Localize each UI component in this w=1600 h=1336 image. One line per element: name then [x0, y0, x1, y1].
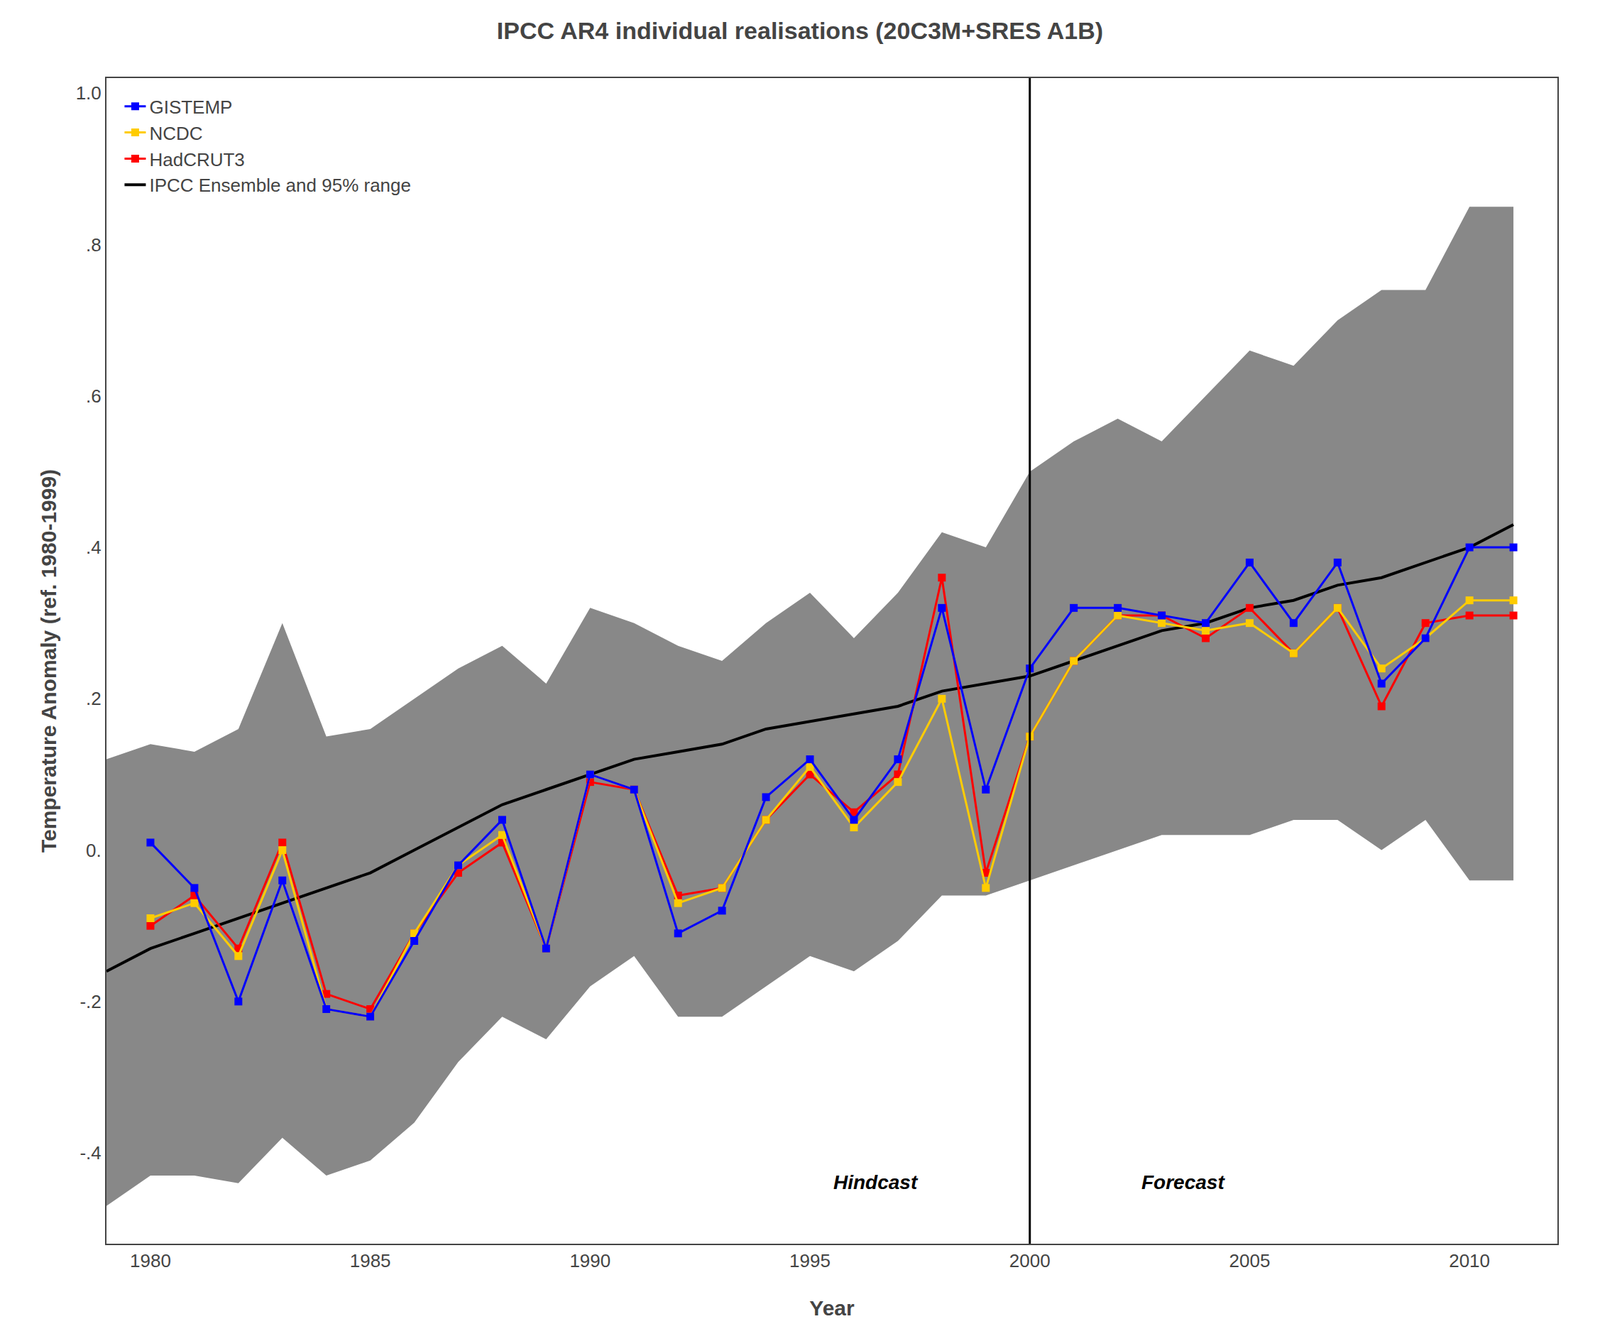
svg-text:NCDC: NCDC: [149, 122, 203, 145]
svg-text:IPCC Ensemble and 95% range: IPCC Ensemble and 95% range: [149, 174, 412, 196]
svg-text:1980: 1980: [129, 1250, 172, 1272]
svg-text:IPCC AR4 individual realisatio: IPCC AR4 individual realisations (20C3M+…: [496, 17, 1104, 45]
svg-text:.6: .6: [85, 385, 102, 407]
svg-text:2010: 2010: [1448, 1250, 1490, 1272]
svg-text:Forecast: Forecast: [1141, 1171, 1226, 1194]
svg-text:2000: 2000: [1009, 1250, 1051, 1272]
svg-text:1990: 1990: [569, 1250, 611, 1272]
svg-text:.8: .8: [85, 234, 102, 256]
svg-text:Hindcast: Hindcast: [833, 1171, 919, 1194]
svg-text:-.4: -.4: [79, 1142, 101, 1164]
svg-text:GISTEMP: GISTEMP: [149, 96, 233, 118]
svg-text:Temperature Anomaly (ref. 1980: Temperature Anomaly (ref. 1980-1999): [36, 469, 61, 853]
svg-text:HadCRUT3: HadCRUT3: [149, 149, 245, 171]
svg-text:1985: 1985: [349, 1250, 392, 1272]
svg-text:2005: 2005: [1228, 1250, 1270, 1272]
svg-text:1.0: 1.0: [75, 82, 102, 104]
svg-text:0.: 0.: [85, 839, 102, 862]
svg-text:-.2: -.2: [79, 990, 101, 1013]
svg-text:1995: 1995: [789, 1250, 831, 1272]
svg-text:.2: .2: [85, 687, 102, 710]
svg-text:.4: .4: [85, 536, 102, 558]
svg-text:Year: Year: [809, 1296, 855, 1320]
